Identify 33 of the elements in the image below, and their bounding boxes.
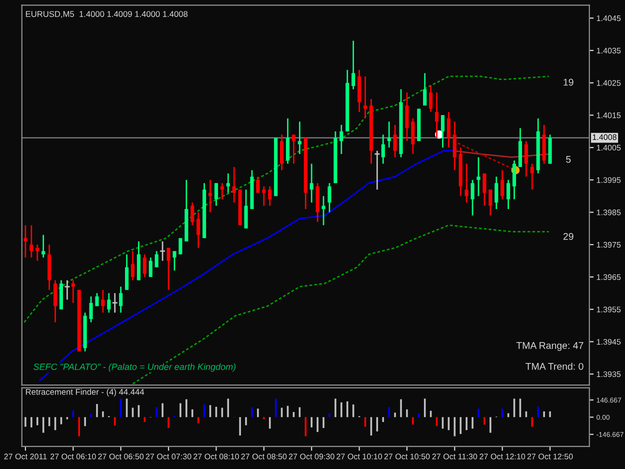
annotation: 19	[564, 78, 574, 86]
x-tick-label: 27 Oct 07:30	[146, 454, 192, 460]
x-tick-label: 27 Oct 08:10	[194, 454, 239, 460]
y-tick-label: 1.3955	[596, 306, 621, 312]
y-tick-label: 1.4045	[596, 15, 621, 22]
y-tick-label: 1.3965	[596, 274, 621, 280]
x-tick-label: 27 Oct 12:50	[527, 454, 573, 460]
x-tick-label: 27 Oct 2011	[4, 454, 47, 460]
x-tick-label: 27 Oct 06:50	[98, 454, 144, 460]
chart-title: Retracement Finder - (4) 44.444	[26, 388, 144, 397]
annotation: SEFC "PALATO" - (Palato = Under earth Kingdom)	[33, 363, 236, 372]
y-tick-label: 1.4015	[596, 112, 621, 118]
x-tick-label: 27 Oct 09:30	[288, 454, 334, 460]
annotation: 5	[566, 156, 571, 163]
x-tick-label: 27 Oct 08:50	[241, 454, 287, 460]
y-tick-label: 1.4025	[596, 80, 621, 86]
y-tick-label: 1.4035	[596, 48, 621, 54]
y-tick-label: 1.3945	[596, 338, 621, 345]
y-tick-label: 1.3935	[596, 371, 621, 378]
y-tick-label: 1.3975	[596, 242, 621, 248]
y-tick-label: 1.3995	[596, 177, 621, 183]
annotation: TMA Range: 47	[516, 342, 584, 351]
y-tick-label: 1.4005	[596, 144, 621, 151]
x-tick-label: 27 Oct 10:10	[336, 454, 382, 460]
x-tick-label: 27 Oct 11:30	[432, 454, 478, 460]
x-tick-label: 27 Oct 12:10	[480, 454, 526, 460]
annotation: 29	[563, 232, 574, 240]
annotation: TMA Trend: 0	[526, 362, 584, 370]
x-tick-label: 27 Oct 10:50	[384, 454, 430, 460]
text: EURUSD,M5 1.4000 1.4009 1.4000 1.4008	[26, 11, 188, 18]
y-tick-label: 1.3985	[596, 210, 621, 216]
ref-line-label: 1.4008	[592, 134, 616, 140]
x-tick-label: 27 Oct 06:10	[50, 454, 96, 460]
